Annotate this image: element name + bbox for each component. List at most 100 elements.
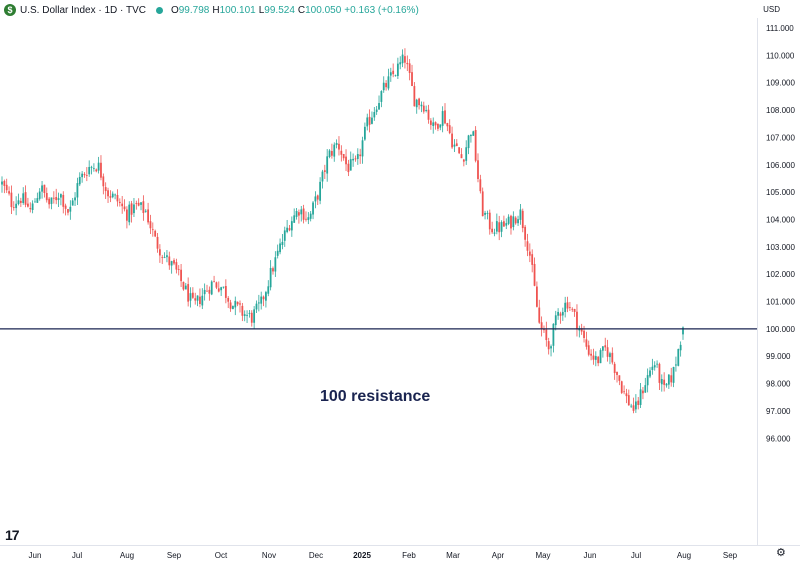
candle-body bbox=[130, 203, 133, 215]
candle-body bbox=[670, 375, 673, 383]
candle-body bbox=[206, 290, 208, 292]
candle-body bbox=[52, 197, 55, 199]
candle-body bbox=[5, 184, 8, 191]
candle-body bbox=[135, 203, 138, 204]
candle-body bbox=[406, 62, 409, 65]
candle-body bbox=[97, 162, 100, 171]
candle-body bbox=[333, 144, 336, 157]
candle-body bbox=[81, 173, 84, 178]
candle-body bbox=[276, 250, 279, 256]
time-axis[interactable]: Jun Jul Aug Sep Oct Nov Dec 2025 Feb Mar Apr May Jun… bbox=[29, 551, 738, 560]
candle-body bbox=[191, 292, 194, 298]
candle-body bbox=[104, 187, 107, 192]
candle-body bbox=[41, 185, 43, 192]
candle-body bbox=[92, 168, 95, 170]
time-tick-label: Dec bbox=[309, 551, 323, 560]
candle-body bbox=[62, 194, 65, 207]
candle-body bbox=[503, 221, 505, 227]
candle-body bbox=[196, 295, 199, 301]
candle-body bbox=[649, 370, 651, 377]
candle-body bbox=[314, 196, 317, 202]
currency-label[interactable]: USD bbox=[763, 5, 780, 14]
price-tick-label: 108.000 bbox=[766, 106, 795, 115]
candle-body bbox=[319, 181, 322, 201]
candle-body bbox=[481, 191, 484, 217]
candle-body bbox=[422, 105, 425, 112]
candle-body bbox=[43, 184, 46, 194]
time-tick-label: Sep bbox=[167, 551, 182, 560]
candle-body bbox=[385, 83, 387, 88]
candle-body bbox=[679, 344, 682, 351]
gear-icon[interactable]: ⚙ bbox=[776, 547, 786, 559]
candle-body bbox=[109, 196, 112, 198]
time-tick-label: 2025 bbox=[353, 551, 371, 560]
candle-body bbox=[83, 174, 86, 176]
candle-body bbox=[373, 112, 376, 118]
candle-body bbox=[437, 123, 439, 129]
candle-body bbox=[27, 203, 29, 207]
candle-body bbox=[227, 297, 230, 302]
time-tick-label: Aug bbox=[120, 551, 134, 560]
close-value: 100.050 bbox=[305, 4, 342, 16]
candle-body bbox=[660, 378, 663, 385]
candle-body bbox=[418, 98, 420, 106]
candle-body bbox=[392, 70, 395, 75]
candle-body bbox=[293, 215, 296, 223]
candle-body bbox=[519, 209, 522, 220]
candle-body bbox=[352, 158, 355, 161]
price-tick-label: 110.000 bbox=[766, 51, 795, 60]
candle-body bbox=[71, 200, 74, 206]
candle-body bbox=[215, 282, 218, 288]
candle-body bbox=[672, 367, 675, 383]
tradingview-logo[interactable]: 17 bbox=[5, 527, 20, 543]
candle-body bbox=[656, 363, 658, 365]
candle-body bbox=[147, 209, 149, 223]
time-tick-label: Aug bbox=[677, 551, 691, 560]
candle-body bbox=[158, 249, 161, 256]
candle-body bbox=[118, 201, 121, 204]
candle-body bbox=[187, 284, 190, 302]
candle-body bbox=[170, 261, 173, 266]
candle-body bbox=[38, 191, 41, 199]
candle-body bbox=[444, 110, 446, 124]
candle-body bbox=[566, 302, 569, 309]
price-tick-label: 109.000 bbox=[766, 79, 795, 88]
candle-body bbox=[163, 256, 166, 258]
candle-body bbox=[488, 212, 491, 230]
candle-body bbox=[517, 219, 519, 224]
candle-body bbox=[592, 355, 595, 360]
symbol-title[interactable]: U.S. Dollar Index · 1D · TVC bbox=[20, 4, 146, 16]
candle-body bbox=[623, 391, 625, 393]
candle-body bbox=[526, 241, 529, 251]
candle-body bbox=[328, 150, 331, 158]
candle-body bbox=[31, 203, 34, 210]
candle-body bbox=[604, 345, 607, 348]
candle-body bbox=[613, 363, 616, 374]
candle-body bbox=[510, 215, 512, 229]
candle-body bbox=[368, 116, 371, 125]
low-value: 99.524 bbox=[264, 4, 295, 16]
price-axis[interactable]: 111.000 110.000 109.000 108.000 107.000 106.0… bbox=[766, 24, 795, 443]
candle-body bbox=[8, 191, 10, 194]
candle-body bbox=[17, 200, 20, 205]
candle-body bbox=[224, 286, 227, 298]
candle-body bbox=[667, 374, 670, 385]
candle-body bbox=[382, 82, 385, 91]
candle-body bbox=[95, 169, 98, 172]
candle-body bbox=[345, 156, 347, 165]
candle-body bbox=[142, 201, 145, 214]
candle-body bbox=[67, 209, 69, 213]
candle-body bbox=[100, 162, 102, 178]
price-tick-label: 107.000 bbox=[766, 133, 795, 142]
candle-body bbox=[260, 296, 263, 304]
candle-body bbox=[587, 345, 590, 355]
candle-body bbox=[111, 193, 114, 198]
candle-body bbox=[500, 222, 503, 232]
candle-body bbox=[34, 201, 36, 203]
open-key: O bbox=[170, 4, 179, 16]
candle-body bbox=[599, 350, 602, 364]
candle-body bbox=[1, 181, 3, 185]
candle-body bbox=[590, 353, 593, 356]
candle-body bbox=[446, 123, 449, 127]
